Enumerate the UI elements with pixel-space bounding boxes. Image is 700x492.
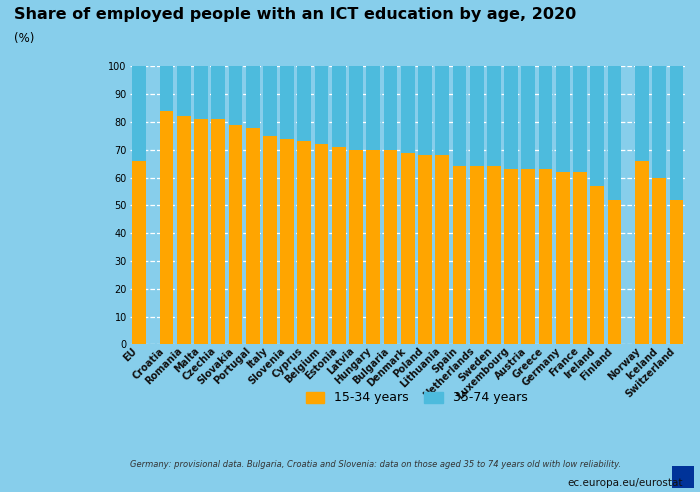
- Bar: [366, 150, 380, 344]
- Bar: [132, 66, 146, 344]
- Bar: [280, 139, 294, 344]
- Bar: [652, 66, 666, 344]
- Bar: [401, 66, 414, 344]
- Bar: [452, 66, 466, 344]
- Bar: [556, 172, 570, 344]
- Text: Germany: provisional data. Bulgaria, Croatia and Slovenia: data on those aged 35: Germany: provisional data. Bulgaria, Cro…: [130, 460, 621, 469]
- Bar: [539, 66, 552, 344]
- Bar: [608, 66, 622, 344]
- Bar: [211, 119, 225, 344]
- Bar: [349, 150, 363, 344]
- Bar: [298, 66, 312, 344]
- Bar: [435, 155, 449, 344]
- Bar: [522, 66, 536, 344]
- Bar: [573, 172, 587, 344]
- Bar: [590, 186, 604, 344]
- Bar: [349, 66, 363, 344]
- Bar: [160, 66, 174, 344]
- Bar: [194, 119, 208, 344]
- Bar: [263, 136, 276, 344]
- Bar: [132, 161, 146, 344]
- Bar: [487, 166, 500, 344]
- Bar: [504, 66, 518, 344]
- Text: (%): (%): [14, 32, 34, 45]
- Bar: [504, 169, 518, 344]
- Bar: [384, 150, 398, 344]
- Bar: [452, 166, 466, 344]
- Bar: [608, 200, 622, 344]
- Bar: [652, 178, 666, 344]
- Bar: [366, 66, 380, 344]
- Bar: [263, 66, 276, 344]
- Bar: [246, 127, 260, 344]
- Bar: [315, 66, 328, 344]
- Bar: [435, 66, 449, 344]
- Bar: [635, 66, 649, 344]
- Bar: [246, 66, 260, 344]
- Bar: [177, 117, 190, 344]
- Bar: [177, 66, 190, 344]
- Text: Share of employed people with an ICT education by age, 2020: Share of employed people with an ICT edu…: [14, 7, 576, 22]
- Bar: [229, 125, 242, 344]
- Bar: [332, 66, 346, 344]
- Bar: [298, 142, 312, 344]
- Bar: [211, 66, 225, 344]
- Bar: [670, 200, 683, 344]
- Legend: 15-34 years, 35-74 years: 15-34 years, 35-74 years: [300, 387, 533, 409]
- Bar: [635, 161, 649, 344]
- Bar: [315, 144, 328, 344]
- Bar: [384, 66, 398, 344]
- Bar: [332, 147, 346, 344]
- Bar: [280, 66, 294, 344]
- Bar: [418, 66, 432, 344]
- Bar: [670, 66, 683, 344]
- Bar: [160, 111, 174, 344]
- Text: ec.europa.eu/eurostat: ec.europa.eu/eurostat: [567, 478, 682, 488]
- Bar: [539, 169, 552, 344]
- Bar: [194, 66, 208, 344]
- Bar: [556, 66, 570, 344]
- Bar: [470, 66, 484, 344]
- Bar: [470, 166, 484, 344]
- Bar: [590, 66, 604, 344]
- Bar: [418, 155, 432, 344]
- Bar: [487, 66, 500, 344]
- Bar: [401, 153, 414, 344]
- Bar: [573, 66, 587, 344]
- Bar: [229, 66, 242, 344]
- Bar: [522, 169, 536, 344]
